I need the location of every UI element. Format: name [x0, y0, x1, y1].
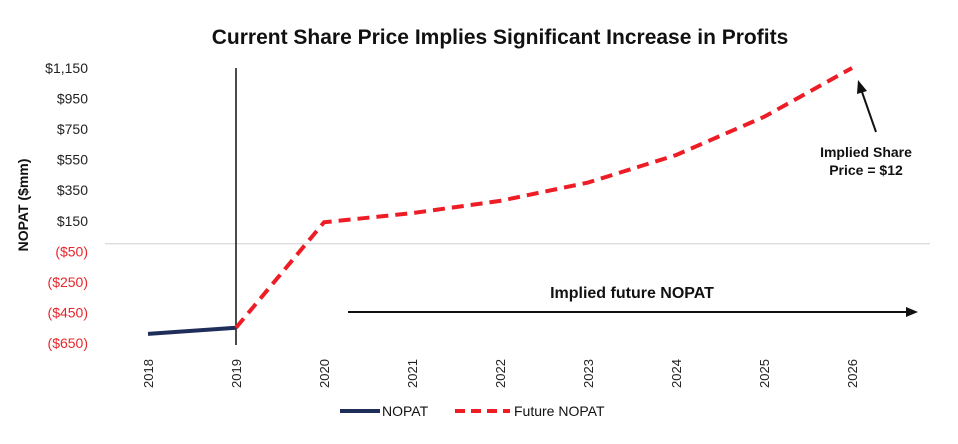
y-tick-label: ($50): [55, 243, 88, 259]
x-tick-label: 2019: [229, 359, 244, 388]
series-line-future-nopat: [234, 66, 853, 330]
chart-title: Current Share Price Implies Significant …: [212, 26, 789, 49]
x-tick-label: 2018: [141, 359, 156, 388]
x-tick-label: 2021: [405, 359, 420, 388]
implied-share-label-1: Implied Share: [820, 144, 912, 160]
y-tick-label: ($450): [48, 304, 88, 320]
y-tick-label: $550: [57, 152, 88, 168]
share-price-arrow-head: [857, 80, 867, 94]
x-tick-label: 2024: [669, 359, 684, 388]
series-line-nopat: [147, 325, 237, 336]
y-tick-label: $950: [57, 91, 88, 107]
share-price-arrow-line: [861, 91, 877, 133]
x-tick-label: 2020: [317, 359, 332, 388]
y-tick-label: $1,150: [45, 60, 88, 76]
y-tick-label: ($250): [48, 274, 88, 290]
legend-nopat-label: NOPAT: [382, 403, 429, 419]
y-tick-label: $350: [57, 182, 88, 198]
implied-future-label: Implied future NOPAT: [550, 285, 714, 302]
x-tick-label: 2026: [845, 359, 860, 388]
y-tick-label: $750: [57, 121, 88, 137]
x-tick-label: 2022: [493, 359, 508, 388]
legend-future-label: Future NOPAT: [514, 403, 605, 419]
y-axis-label: NOPAT ($mm): [15, 159, 31, 252]
x-tick-label: 2025: [757, 359, 772, 388]
y-tick-label: ($650): [48, 335, 88, 351]
future-arrow-head: [906, 307, 918, 317]
x-tick-label: 2023: [581, 359, 596, 388]
y-tick-label: $150: [57, 213, 88, 229]
legend: NOPAT Future NOPAT: [340, 403, 605, 419]
implied-share-label-2: Price = $12: [829, 162, 903, 178]
